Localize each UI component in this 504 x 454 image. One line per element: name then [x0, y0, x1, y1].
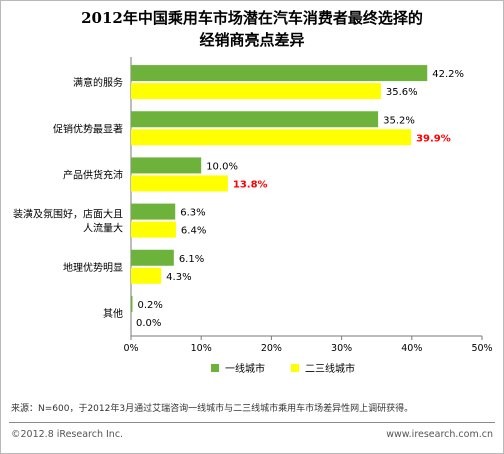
- x-tick-label-4: 40%: [401, 343, 422, 354]
- value-label-s0-c2: 10.0%: [206, 161, 238, 172]
- bar-s1-c4: [131, 267, 162, 284]
- bar-s0-c3: [131, 203, 176, 220]
- value-label-s1-c3: 6.4%: [181, 226, 206, 237]
- category-label-2: 产品供货充沛: [63, 168, 123, 181]
- value-label-s1-c0: 35.6%: [386, 87, 418, 98]
- x-tick-label-3: 30%: [331, 343, 352, 354]
- source-note: 来源：N=600，于2012年3月通过艾瑞咨询一线城市与二三线城市乘用车市场差异…: [11, 404, 414, 414]
- copyright-text: ©2012.8 iResearch Inc.: [11, 429, 124, 440]
- category-label-3-line-1: 人流量大: [83, 222, 123, 235]
- bar-s0-c1: [131, 111, 379, 128]
- legend-swatch-0: [211, 364, 219, 372]
- x-tick-label-2: 20%: [261, 343, 282, 354]
- footer-divider: [9, 422, 495, 423]
- value-label-s1-c4: 4.3%: [166, 272, 191, 283]
- bar-s0-c0: [131, 65, 428, 82]
- website-link[interactable]: www.iresearch.com.cn: [386, 429, 493, 440]
- category-label-0: 满意的服务: [73, 76, 123, 89]
- bar-s0-c2: [131, 157, 202, 174]
- bar-s1-c3: [131, 221, 176, 238]
- value-label-s0-c0: 42.2%: [432, 69, 464, 80]
- bar-s0-c4: [131, 249, 174, 266]
- chart-title: 2012年中国乘用车市场潜在汽车消费者最终选择的 经销商亮点差异: [1, 7, 503, 51]
- value-label-s0-c5: 0.2%: [138, 300, 163, 311]
- bar-s1-c2: [131, 175, 228, 192]
- legend-label-1: 二三线城市: [305, 362, 355, 375]
- bar-s1-c0: [131, 83, 381, 100]
- value-label-s1-c1: 39.9%: [416, 133, 451, 144]
- bar-s0-c5: [131, 295, 133, 312]
- value-label-s1-c5: 0.0%: [136, 318, 161, 329]
- category-label-3-line-0: 装潢及氛围好，店面大且: [13, 208, 123, 221]
- value-label-s0-c4: 6.1%: [179, 254, 204, 265]
- category-label-4: 地理优势明显: [63, 261, 123, 274]
- value-label-s0-c1: 35.2%: [383, 115, 415, 126]
- x-tick-label-5: 50%: [471, 343, 492, 354]
- category-label-5: 其他: [103, 307, 123, 320]
- category-label-1: 促销优势最显著: [53, 122, 123, 135]
- legend-label-0: 一线城市: [225, 362, 265, 375]
- value-label-s1-c2: 13.8%: [233, 179, 268, 190]
- chart-title-line-2: 经销商亮点差异: [199, 31, 305, 49]
- x-tick-label-0: 0%: [123, 343, 138, 354]
- bar-chart: 0% 10% 20% 30% 40% 50% 42.2% 35.6% 满意的服务 35.2%39.…: [13, 57, 493, 375]
- bar-s1-c1: [131, 129, 412, 146]
- legend-swatch-1: [291, 364, 299, 372]
- x-tick-label-1: 10%: [191, 343, 212, 354]
- value-label-s0-c3: 6.3%: [180, 208, 205, 219]
- chart-title-line-1: 2012年中国乘用车市场潜在汽车消费者最终选择的: [81, 9, 423, 27]
